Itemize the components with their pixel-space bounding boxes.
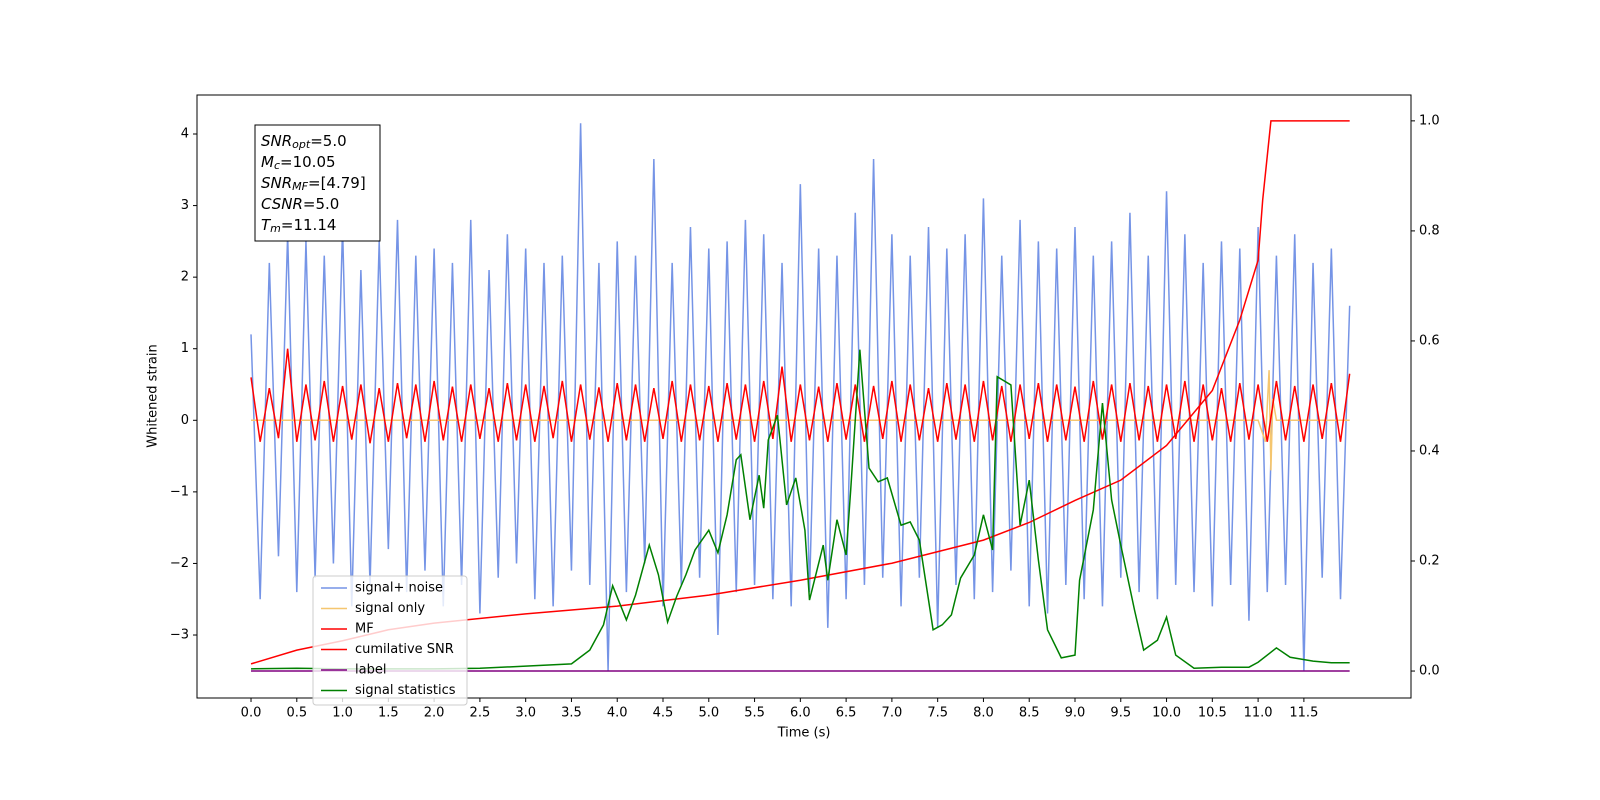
y-tick-label: 1 (181, 341, 189, 356)
annotation: CSNR=5.0 (261, 195, 339, 213)
annotation-var: SNR (261, 174, 292, 192)
y-tick-label: 2 (181, 270, 189, 285)
x-tick-label: 0.5 (286, 706, 307, 721)
annotation-text: =5.0 (303, 195, 339, 213)
x-tick-label: 10.5 (1198, 706, 1227, 721)
series-line (250, 123, 1351, 671)
legend-label: MF (355, 622, 374, 637)
annotation-sub: opt (292, 138, 311, 151)
series-line (250, 348, 1351, 444)
annotation-sub: c (274, 159, 280, 172)
x-tick-label: 8.5 (1019, 706, 1040, 721)
x-tick-label: 11.5 (1289, 706, 1318, 721)
x-tick-label: 1.0 (332, 706, 353, 721)
annotation-sub: MF (292, 180, 308, 193)
x-tick-label: 5.0 (698, 706, 719, 721)
x-tick-label: 9.0 (1065, 706, 1086, 721)
x-tick-label: 2.0 (424, 706, 445, 721)
annotation-var: T (261, 216, 272, 234)
annotation: SNRopt=5.0 (261, 132, 347, 152)
y2-tick-label: 1.0 (1419, 113, 1440, 128)
y-tick-label: 3 (181, 198, 189, 213)
x-tick-label: 7.0 (882, 706, 903, 721)
annotation-text: =10.05 (280, 153, 336, 171)
y-axis-label: Whitened strain (146, 344, 161, 447)
y2-tick-label: 0.0 (1419, 664, 1440, 679)
legend-label: label (355, 663, 386, 678)
axes-frame (196, 94, 1412, 699)
y-tick-label: 0 (181, 413, 189, 428)
legend-label: cumilative SNR (355, 642, 454, 657)
annotation-var: M (261, 153, 274, 171)
x-tick-label: 9.5 (1110, 706, 1131, 721)
annotation-box (254, 124, 381, 242)
x-tick-label: 3.0 (515, 706, 536, 721)
y2-tick-label: 0.8 (1419, 223, 1440, 238)
x-tick-label: 2.5 (470, 706, 491, 721)
y-tick-label: −1 (170, 484, 189, 499)
legend-box (312, 575, 468, 706)
x-tick-label: 6.5 (836, 706, 857, 721)
annotation: SNRMF=[4.79] (261, 174, 366, 194)
annotation-text: =5.0 (310, 132, 346, 150)
series-line (251, 349, 1350, 670)
annotation-var: CSNR (261, 195, 303, 213)
annotation: Mc=10.05 (261, 153, 336, 173)
x-tick-label: 0.0 (241, 706, 262, 721)
annotation-var: SNR (261, 132, 292, 150)
y2-tick-label: 0.2 (1419, 554, 1440, 569)
annotation-text: =11.14 (281, 216, 337, 234)
y-tick-label: −2 (170, 556, 189, 571)
annotation-text: =[4.79] (308, 174, 366, 192)
legend-label: signal only (355, 601, 425, 616)
x-tick-label: 11.0 (1244, 706, 1273, 721)
x-tick-label: 7.5 (927, 706, 948, 721)
x-tick-label: 5.5 (744, 706, 765, 721)
annotation: Tm=11.14 (261, 216, 336, 236)
annotation-sub: m (270, 222, 281, 235)
y2-tick-label: 0.6 (1419, 333, 1440, 348)
y2-tick-label: 0.4 (1419, 443, 1440, 458)
x-tick-label: 3.5 (561, 706, 582, 721)
x-tick-label: 1.5 (378, 706, 399, 721)
y-tick-label: −3 (170, 628, 189, 643)
x-tick-label: 6.0 (790, 706, 811, 721)
x-axis-label: Time (s) (777, 726, 831, 741)
x-tick-label: 10.0 (1152, 706, 1181, 721)
x-tick-label: 8.0 (973, 706, 994, 721)
x-tick-label: 4.0 (607, 706, 628, 721)
legend-label: signal+ noise (355, 581, 443, 596)
x-tick-label: 4.5 (653, 706, 674, 721)
legend-label: signal statistics (355, 683, 456, 698)
y-tick-label: 4 (181, 127, 189, 142)
